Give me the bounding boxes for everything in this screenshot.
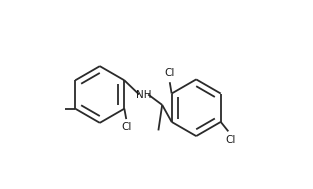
Text: Cl: Cl [165,68,175,78]
Text: Cl: Cl [225,135,235,145]
Text: NH: NH [136,91,151,100]
Text: Cl: Cl [121,122,132,132]
